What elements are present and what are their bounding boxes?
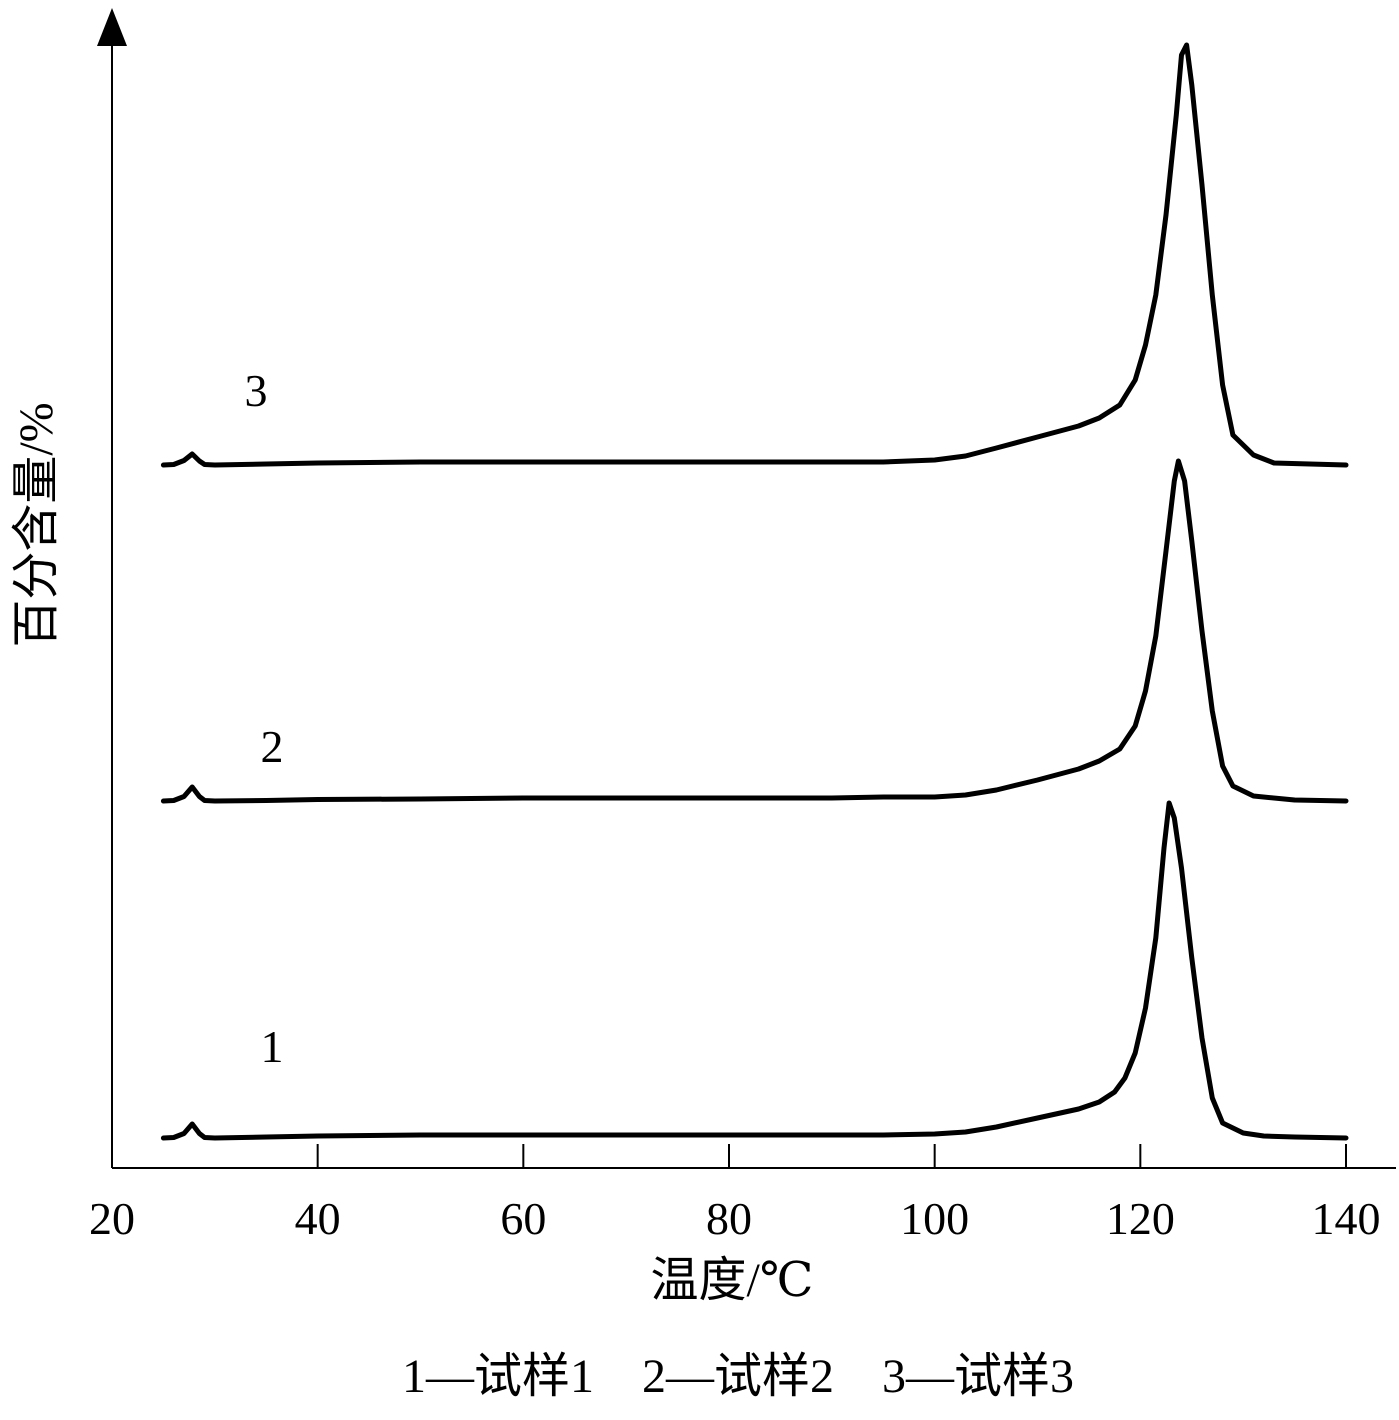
x-tick-label: 140 [1312,1193,1381,1244]
x-tick-labels: 20 40 60 80 100 120 140 [89,1193,1381,1244]
x-axis-title: 温度/℃ [650,1254,813,1307]
series-line-1 [160,800,1349,1141]
series-label-1: 1 [261,1021,284,1072]
x-tick-label: 20 [89,1193,135,1244]
legend: 1—试样1 2—试样2 3—试样3 [402,1350,1074,1403]
x-tick-label: 60 [500,1193,546,1244]
series-labels: 1 2 3 [245,365,284,1072]
x-tick-label: 40 [295,1193,341,1244]
y-axis-arrow-icon [97,8,127,46]
series-line-3 [160,42,1349,468]
series-label-3: 3 [245,365,268,416]
y-axis-title: 百分含量/% [10,402,63,647]
series-group [160,42,1349,1141]
x-tick-label: 120 [1106,1193,1175,1244]
x-tick-label: 80 [706,1193,752,1244]
x-ticks [111,1144,1347,1168]
series-line-2 [160,458,1349,804]
x-tick-label: 100 [900,1193,969,1244]
series-label-2: 2 [261,721,284,772]
